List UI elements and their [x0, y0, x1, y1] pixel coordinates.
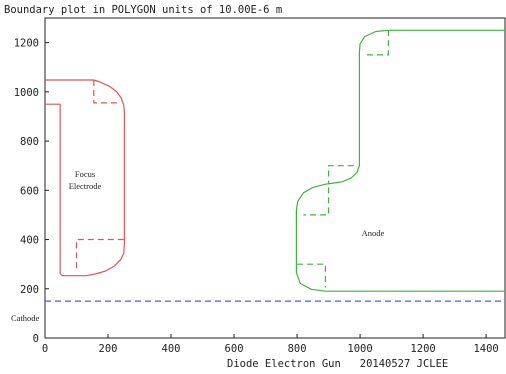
chart-footer: Diode Electron Gun 20140527 JCLEE	[227, 358, 448, 370]
series-focus-electrode	[45, 79, 126, 277]
series-focus-dashed-bottom	[75, 238, 124, 272]
y-tick-label: 400	[20, 235, 39, 247]
cathode-label: Cathode	[11, 313, 40, 323]
axis-layer: 0 200 400 600 800 1000 1200 1400 0 200 400 600 800 10…	[14, 38, 499, 355]
x-tick-label: 1200	[410, 343, 435, 355]
x-tick-label: 800	[288, 343, 307, 355]
series-anode-dashed-4	[297, 263, 326, 288]
x-tick-label: 0	[42, 343, 48, 355]
focus-electrode-label-line2: Electrode	[69, 181, 102, 191]
series-anode-dashed-2	[328, 165, 354, 184]
x-tick-label: 200	[99, 343, 118, 355]
y-tick-label: 1200	[14, 38, 39, 50]
x-tick-label: 1400	[473, 343, 498, 355]
y-tick-label: 800	[20, 136, 39, 148]
y-tick-label: 600	[20, 185, 39, 197]
x-tick-label: 400	[162, 343, 181, 355]
anode-label: Anode	[362, 228, 385, 238]
series-anode-dashed-3	[303, 187, 330, 216]
x-tick-label: 1000	[347, 343, 372, 355]
plot-area: 0 200 400 600 800 1000 1200 1400 0 200 400 600 800 10…	[14, 17, 506, 355]
series-anode	[295, 29, 505, 292]
focus-electrode-label-line1: Focus	[75, 169, 95, 179]
x-tick-label: 600	[225, 343, 244, 355]
y-tick-label: 200	[20, 284, 39, 296]
y-tick-label: 1000	[14, 87, 39, 99]
series-focus-dashed-top	[93, 80, 118, 104]
y-tick-label: 0	[33, 333, 39, 345]
series-layer	[45, 29, 505, 302]
series-anode-dashed-1	[363, 30, 389, 56]
plot-frame	[44, 17, 506, 339]
chart-title: Boundary plot in POLYGON units of 10.00E…	[4, 4, 282, 16]
